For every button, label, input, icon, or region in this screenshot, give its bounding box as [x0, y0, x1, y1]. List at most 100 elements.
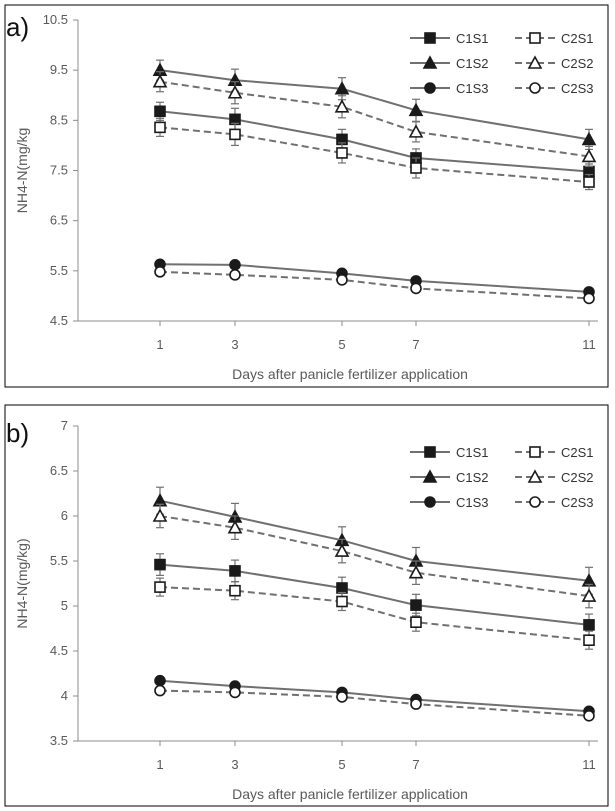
panel-label: a): [6, 12, 29, 42]
series-c1s2: [152, 59, 597, 151]
y-axis-title: NH4-N(mg/kg: [14, 128, 30, 214]
legend-item-c2s1: C2S1: [515, 31, 594, 46]
legend-item-c2s1: C2S1: [515, 445, 594, 460]
data-point: [227, 85, 243, 99]
y-tick-label: 6.5: [50, 463, 68, 478]
y-tick-label: 6.5: [50, 213, 68, 228]
x-tick-label: 3: [231, 757, 238, 772]
data-point: [583, 176, 595, 188]
data-point: [336, 595, 348, 608]
data-point: [336, 691, 348, 703]
legend-label: C2S2: [561, 56, 594, 71]
legend-item-c2s2: C2S2: [515, 55, 594, 71]
legend-marker: [424, 32, 436, 44]
series-c2s3: [154, 684, 595, 722]
legend-label: C1S3: [456, 495, 489, 510]
series-line: [159, 69, 590, 141]
y-tick-label: 7: [61, 418, 68, 433]
x-axis-title: Days after panicle fertilizer applicatio…: [232, 366, 468, 382]
series-c2s1: [154, 577, 595, 650]
data-point: [581, 588, 597, 602]
data-point: [410, 698, 422, 710]
legend-marker: [529, 496, 541, 508]
series-c1s3: [154, 674, 595, 718]
legend-marker: [424, 496, 436, 508]
legend: C1S1 C2S1 C1S2 C2S2 C1S3 C2S3: [410, 31, 594, 96]
legend-item-c1s2: C1S2: [410, 55, 489, 71]
series-c2s1: [154, 117, 595, 191]
series-c2s3: [154, 266, 595, 305]
legend-label: C1S1: [456, 31, 489, 46]
y-tick-label: 4: [61, 688, 68, 703]
data-point: [410, 162, 422, 174]
data-point: [227, 520, 243, 534]
x-tick-label: 1: [156, 337, 163, 352]
y-tick-label: 7.5: [50, 163, 68, 178]
data-point: [229, 269, 241, 281]
x-tick-label: 5: [338, 757, 345, 772]
y-tick-label: 5.5: [50, 263, 68, 278]
legend-label: C1S3: [456, 81, 489, 96]
series-c1s3: [154, 258, 595, 298]
series-line: [159, 126, 590, 184]
series-line: [159, 263, 590, 293]
x-tick-label: 7: [412, 757, 419, 772]
legend-item-c1s3: C1S3: [410, 495, 489, 510]
y-tick-label: 10.5: [43, 12, 68, 27]
x-tick-label: 11: [582, 337, 596, 352]
data-point: [336, 274, 348, 286]
legend-marker: [529, 82, 541, 94]
legend-marker: [422, 469, 438, 483]
data-point: [154, 266, 166, 278]
legend-marker: [424, 446, 436, 458]
data-point: [334, 81, 350, 95]
legend-item-c1s1: C1S1: [410, 31, 489, 46]
data-point: [154, 674, 166, 687]
legend: C1S1 C2S1 C1S2 C2S2 C1S3 C2S3: [410, 445, 594, 510]
data-point: [583, 292, 595, 305]
data-point: [336, 147, 348, 159]
data-point: [410, 599, 422, 611]
data-point: [410, 282, 422, 295]
y-tick-label: 9.5: [50, 62, 68, 77]
data-point: [336, 582, 348, 594]
chart-panel-b: b) 3.5 4 4.5 5 5.5 6 6.5 7 1 3 5 7 11 Days after panic…: [4, 404, 609, 807]
data-point: [229, 584, 241, 597]
chart-frame: [4, 404, 609, 807]
y-tick-label: 8.5: [50, 112, 68, 127]
legend-marker: [424, 82, 436, 94]
series-c1s1: [154, 553, 595, 637]
data-point: [154, 558, 166, 571]
data-point: [583, 619, 595, 631]
x-tick-label: 3: [231, 337, 238, 352]
x-tick-label: 1: [156, 757, 163, 772]
data-point: [154, 684, 166, 697]
legend-label: C2S1: [561, 445, 594, 460]
y-tick-label: 4.5: [50, 313, 68, 328]
chart-frame: [4, 4, 609, 388]
legend-label: C2S3: [561, 81, 594, 96]
legend-label: C1S2: [456, 56, 489, 71]
data-point: [581, 131, 597, 146]
y-tick-label: 4.5: [50, 643, 68, 658]
series-line: [159, 515, 590, 598]
data-point: [229, 259, 241, 271]
series-c1s2: [152, 486, 597, 595]
data-point: [334, 543, 350, 557]
data-point: [154, 121, 166, 134]
y-tick-label: 5.5: [50, 553, 68, 568]
data-point: [408, 124, 424, 138]
legend-marker: [527, 55, 543, 69]
legend-label: C2S3: [561, 495, 594, 510]
series-c2s2: [152, 71, 597, 168]
y-axis-title: NH4-N(mg/kg): [14, 538, 30, 628]
data-point: [154, 581, 166, 593]
data-point: [408, 565, 424, 579]
data-point: [154, 105, 166, 118]
legend-label: C2S1: [561, 31, 594, 46]
legend-label: C2S2: [561, 470, 594, 485]
legend-marker: [527, 469, 543, 483]
data-point: [229, 128, 241, 141]
data-point: [334, 99, 350, 113]
data-point: [152, 508, 168, 522]
